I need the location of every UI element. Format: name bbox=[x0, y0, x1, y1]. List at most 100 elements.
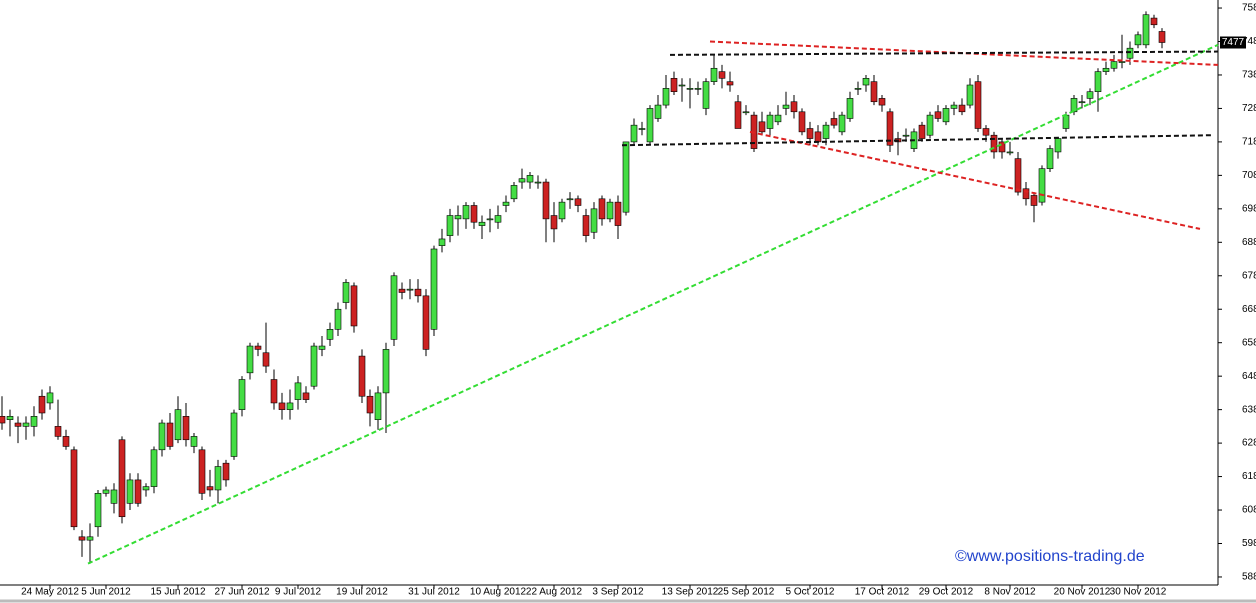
candle-body bbox=[726, 81, 734, 86]
candle-body bbox=[110, 489, 118, 504]
x-tick-label: 24 May 2012 bbox=[21, 587, 79, 598]
candle-body bbox=[46, 392, 54, 404]
candle-body bbox=[614, 201, 622, 226]
candle-body bbox=[350, 285, 358, 327]
candle-body bbox=[870, 81, 878, 103]
candle-body bbox=[166, 422, 174, 447]
candle-body bbox=[942, 108, 950, 123]
candle-body bbox=[734, 101, 742, 129]
plot-area bbox=[0, 0, 1218, 585]
candle-body bbox=[486, 218, 494, 221]
candle-body bbox=[1070, 98, 1078, 113]
candle-body bbox=[302, 392, 310, 400]
y-tick-label: 7180 bbox=[1242, 137, 1256, 148]
candle-body bbox=[294, 382, 302, 400]
candle-body bbox=[982, 128, 990, 136]
candle-body bbox=[446, 215, 454, 236]
candle-body bbox=[70, 449, 78, 528]
x-tick-label: 29 Oct 2012 bbox=[919, 587, 974, 598]
candle-body bbox=[142, 486, 150, 491]
candle-body bbox=[934, 111, 942, 119]
candle-body bbox=[1110, 61, 1118, 69]
candle-body bbox=[686, 88, 694, 90]
candle-body bbox=[990, 134, 998, 153]
y-tick-label: 5880 bbox=[1242, 572, 1256, 583]
candle-body bbox=[1014, 158, 1022, 193]
candle-body bbox=[222, 462, 230, 481]
candle-body bbox=[334, 308, 342, 330]
candle-body bbox=[670, 78, 678, 92]
candle-body bbox=[878, 98, 886, 106]
last-price-label: 7477 bbox=[1222, 37, 1245, 48]
candle-body bbox=[174, 409, 182, 441]
candle-body bbox=[702, 81, 710, 109]
candle-body bbox=[902, 134, 910, 137]
x-tick-label: 13 Sep 2012 bbox=[662, 587, 719, 598]
candle-body bbox=[926, 114, 934, 136]
candle-body bbox=[1102, 67, 1110, 72]
candle-body bbox=[150, 449, 158, 487]
candle-body bbox=[438, 238, 446, 246]
candle-body bbox=[966, 84, 974, 106]
y-tick-label: 6880 bbox=[1242, 237, 1256, 248]
y-tick-label: 6080 bbox=[1242, 505, 1256, 516]
y-tick-label: 7580 bbox=[1242, 3, 1256, 14]
candle-body bbox=[254, 345, 262, 350]
y-tick-label: 6780 bbox=[1242, 270, 1256, 281]
y-tick-label: 6380 bbox=[1242, 404, 1256, 415]
candle-body bbox=[1118, 61, 1126, 63]
candle-body bbox=[534, 181, 542, 184]
candle-body bbox=[246, 345, 254, 374]
y-tick-label: 6480 bbox=[1242, 371, 1256, 382]
plot bbox=[0, 11, 1219, 565]
candle-body bbox=[374, 392, 382, 420]
candle-body bbox=[774, 114, 782, 123]
candle-body bbox=[278, 402, 286, 410]
candle-body bbox=[574, 198, 582, 206]
candle-body bbox=[510, 185, 518, 200]
x-tick-label: 19 Jul 2012 bbox=[336, 587, 388, 598]
x-tick-label: 5 Jun 2012 bbox=[81, 587, 131, 598]
candle-body bbox=[518, 178, 526, 183]
candle-body bbox=[238, 379, 246, 410]
trendline bbox=[709, 40, 1219, 66]
candle-body bbox=[470, 205, 478, 223]
candle-body bbox=[1086, 91, 1094, 99]
last-price-box bbox=[1220, 36, 1246, 49]
candle-body bbox=[398, 288, 406, 293]
candle-body bbox=[566, 198, 574, 201]
candle-body bbox=[30, 416, 38, 427]
x-tick-label: 30 Nov 2012 bbox=[1110, 587, 1167, 598]
candle-body bbox=[582, 215, 590, 236]
candle-body bbox=[326, 329, 334, 340]
x-tick-label: 10 Aug 2012 bbox=[470, 587, 527, 598]
y-tick-label: 6180 bbox=[1242, 471, 1256, 482]
candle-body bbox=[1142, 14, 1150, 46]
candle-body bbox=[654, 104, 662, 119]
x-tick-label: 8 Nov 2012 bbox=[984, 587, 1036, 598]
trendline bbox=[87, 43, 1219, 565]
candle-body bbox=[846, 98, 854, 119]
candle-body bbox=[710, 67, 718, 82]
candle-body bbox=[502, 201, 510, 206]
candle-body bbox=[998, 141, 1006, 153]
trendline bbox=[621, 134, 1213, 147]
candle-body bbox=[814, 131, 822, 143]
candle-body bbox=[1126, 47, 1134, 59]
candle-body bbox=[974, 81, 982, 129]
candle-body bbox=[694, 88, 702, 90]
candle-body bbox=[1022, 188, 1030, 200]
candle-body bbox=[422, 295, 430, 350]
candle-body bbox=[606, 201, 614, 220]
candle-body bbox=[230, 412, 238, 457]
candle-body bbox=[646, 108, 654, 143]
candle-body bbox=[830, 118, 838, 126]
y-tick-label: 6280 bbox=[1242, 438, 1256, 449]
candle-body bbox=[790, 101, 798, 113]
candle-body bbox=[462, 205, 470, 220]
candle-body bbox=[1054, 138, 1062, 153]
trendline bbox=[749, 130, 1201, 230]
y-tick-label: 6580 bbox=[1242, 337, 1256, 348]
